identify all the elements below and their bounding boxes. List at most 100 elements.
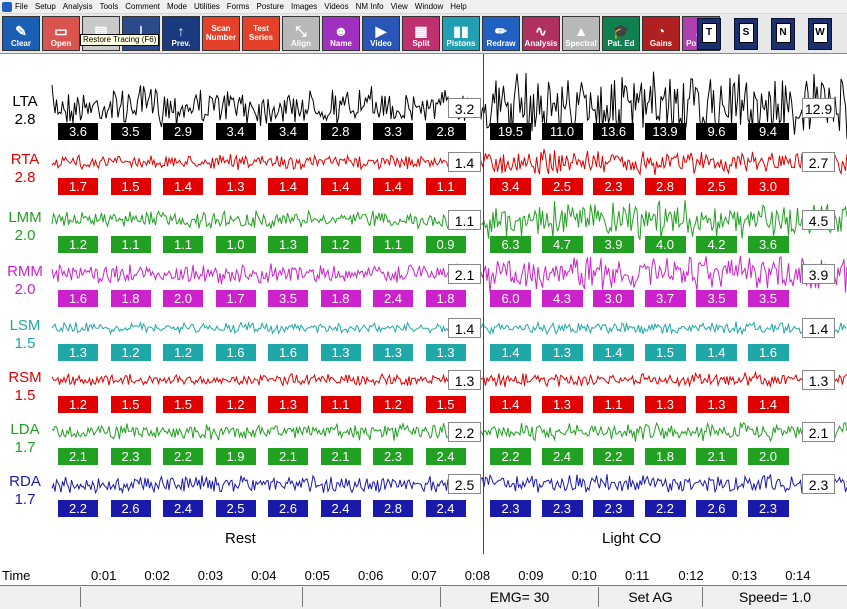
value-box: 4.3 [541,290,583,307]
value-box: 2.6 [110,500,151,517]
split-icon: ▦ [414,23,428,39]
app-icon[interactable] [2,1,12,12]
value-box: 1.4 [747,396,789,413]
align-button[interactable]: ⤡ Align [282,16,320,51]
value-box: 2.0 [163,290,203,307]
letter-button-w[interactable]: W [808,18,832,50]
status-cell-1 [0,587,80,607]
value-box: 0.9 [425,236,466,253]
time-tick: 0:05 [304,568,330,583]
open-icon: ▭ [54,23,68,39]
pat-ed-button[interactable]: 🎓 Pat. Ed [602,16,640,51]
value-box: 3.5 [110,123,151,140]
status-bar: EMG= 30 Set AG Speed= 1.0 [0,585,847,609]
menu-item-setup[interactable]: Setup [34,2,56,11]
value-box: 1.6 [747,344,789,361]
name-button[interactable]: ☻ Name [322,16,360,51]
menu-item-window[interactable]: Window [414,2,444,11]
speed-status[interactable]: Speed= 1.0 [702,587,847,607]
value-box: 2.1 [268,448,308,465]
section-label-light-co: Light CO [602,530,662,547]
pistons-button[interactable]: ▮▮ Pistons [442,16,480,51]
video-button[interactable]: ▶ Video [362,16,400,51]
redraw-label: Redraw [486,39,516,48]
letter-button-t[interactable]: T [697,18,721,50]
value-box: 4.7 [541,236,583,253]
page-icon: W [812,23,828,43]
value-box: 2.6 [268,500,308,517]
co-average-box: 12.9 [802,98,835,118]
value-box: 2.1 [58,448,98,465]
value-box: 2.3 [541,500,583,517]
emg-status[interactable]: EMG= 30 [440,587,598,607]
menu-item-analysis[interactable]: Analysis [62,2,93,11]
value-box: 1.3 [696,396,737,413]
co-average-box: 1.4 [802,318,835,338]
value-box: 1.6 [215,344,256,361]
value-box: 9.6 [696,123,737,140]
redraw-button[interactable]: ✏ Redraw [482,16,520,51]
scan-number-label: Scan Number [205,23,237,42]
time-tick: 0:02 [144,568,170,583]
rest-average-box: 1.3 [448,370,481,390]
value-box: 1.4 [373,178,413,195]
value-box: 1.5 [110,178,151,195]
menu-item-comment[interactable]: Comment [125,2,160,11]
value-box: 13.9 [644,123,686,140]
value-box: 2.8 [373,500,413,517]
value-box: 1.2 [215,396,256,413]
open-button[interactable]: ▭ Open [42,16,80,51]
align-icon: ⤡ [295,23,307,39]
value-box: 1.8 [320,290,361,307]
value-box: 19.5 [490,123,531,140]
spectral-button[interactable]: ▲ Spectral [562,16,600,51]
menu-item-images[interactable]: Images [291,2,318,11]
menu-item-tools[interactable]: Tools [99,2,119,11]
value-box: 1.3 [58,344,98,361]
clear-button[interactable]: ✎ Clear [2,16,40,51]
value-box: 1.3 [425,344,466,361]
status-cell-2 [80,587,302,607]
value-box: 2.0 [747,448,789,465]
value-box: 2.2 [163,448,203,465]
value-box: 3.4 [490,178,531,195]
time-tick: 0:12 [678,568,704,583]
menu-item-view[interactable]: View [390,2,408,11]
pistons-icon: ▮▮ [453,23,469,39]
open-label: Open [50,39,72,48]
value-box: 2.3 [373,448,413,465]
prev-button[interactable]: ↑ Prev. [162,16,200,51]
menu-item-posture[interactable]: Posture [256,2,285,11]
letter-button-s[interactable]: S [734,18,758,50]
menu-item-nm-info[interactable]: NM Info [355,2,384,11]
analysis-button[interactable]: ∿ Analysis [522,16,560,51]
set-ag-status[interactable]: Set AG [598,587,702,607]
pat-ed-label: Pat. Ed [607,39,635,48]
spectral-icon: ▲ [574,23,588,39]
menu-item-utilities[interactable]: Utilities [193,2,220,11]
menu-item-help[interactable]: Help [450,2,467,11]
value-box: 1.8 [110,290,151,307]
value-box: 2.4 [373,290,413,307]
menu-item-file[interactable]: File [15,2,28,11]
menu-item-mode[interactable]: Mode [166,2,187,11]
rest-average-box: 1.4 [448,152,481,172]
menu-item-videos[interactable]: Videos [324,2,349,11]
scan-number-button[interactable]: Scan Number [202,16,240,51]
value-box: 2.9 [163,123,203,140]
channel-gain-rsm: 1.5 [14,387,36,404]
gains-button[interactable]: ◔ Gains [642,16,680,51]
pistons-label: Pistons [446,39,476,48]
value-box: 3.5 [747,290,789,307]
analysis-label: Analysis [524,39,558,48]
co-average-box: 3.9 [802,264,835,284]
split-button[interactable]: ▦ Split [402,16,440,51]
test-series-button[interactable]: Test Series [242,16,280,51]
value-box: 3.0 [747,178,789,195]
letter-button-n[interactable]: N [771,18,795,50]
time-tick: 0:03 [197,568,224,583]
value-box: 1.5 [110,396,151,413]
menu-item-forms[interactable]: Forms [226,2,250,11]
value-box: 2.8 [425,123,466,140]
value-box: 2.5 [696,178,737,195]
